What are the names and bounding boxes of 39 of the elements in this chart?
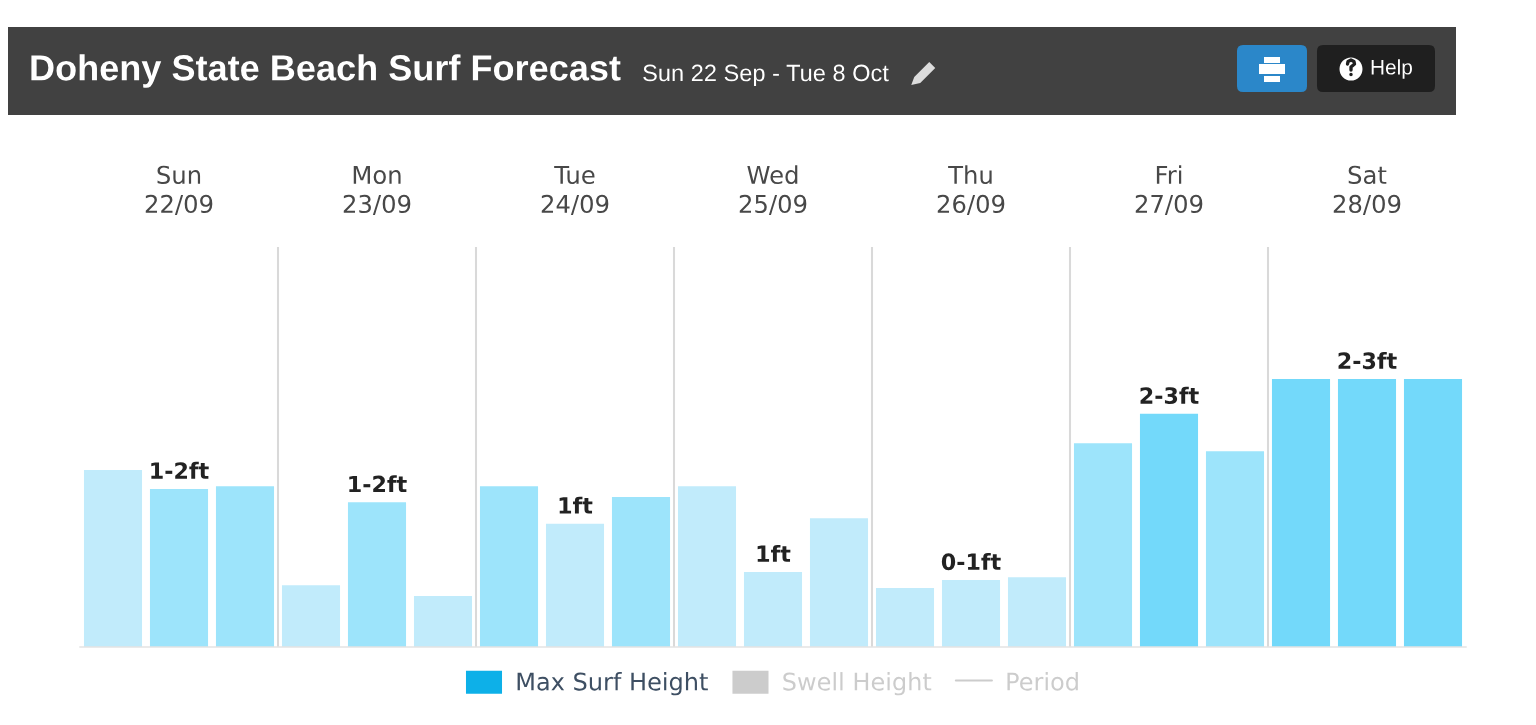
chart-subtitle: Sun 22 Sep - Tue 8 Oct — [643, 64, 889, 87]
bar — [1403, 379, 1463, 647]
bar — [479, 486, 539, 647]
x-tick-label: Tue 24/09 — [541, 165, 609, 216]
annotation: 2-3ft — [1140, 386, 1199, 404]
bar — [1337, 379, 1397, 647]
series-label: Max Surf Height — [517, 672, 708, 696]
bar — [809, 518, 869, 647]
x-tick-label: Sun 22/09 — [145, 165, 213, 216]
x-tick-label: Fri 27/09 — [1135, 165, 1203, 216]
bar — [413, 596, 473, 647]
annotation: 1-2ft — [151, 461, 209, 479]
chart-title: Doheny State Beach Surf Forecast — [31, 54, 621, 88]
annotation: 1ft — [757, 544, 791, 562]
text: 2-3ft — [1338, 351, 1397, 370]
x-tick-label: Thu 26/09 — [937, 165, 1005, 216]
x-tick-label: Mon 23/09 — [343, 165, 411, 216]
bar — [1007, 577, 1067, 647]
bar — [875, 588, 935, 647]
bar — [1205, 451, 1265, 647]
bar — [611, 496, 671, 647]
bar — [215, 486, 275, 647]
bar — [281, 585, 341, 647]
bar — [83, 470, 143, 647]
bar — [545, 523, 605, 647]
annotation: 0-1ft — [941, 552, 1001, 571]
bar — [1139, 413, 1199, 647]
bar — [941, 580, 1001, 647]
bar — [149, 488, 209, 647]
text: Help — [1371, 59, 1412, 79]
annotation: 1-2ft — [349, 475, 407, 493]
bar — [347, 502, 407, 647]
x-tick-label: Sat 28/09 — [1333, 165, 1401, 216]
bar — [1271, 379, 1331, 647]
annotation: 1ft — [559, 496, 593, 514]
bar — [743, 571, 803, 647]
bar — [677, 486, 737, 647]
x-tick-label: Wed 25/09 — [739, 165, 807, 216]
bar — [1073, 443, 1133, 647]
